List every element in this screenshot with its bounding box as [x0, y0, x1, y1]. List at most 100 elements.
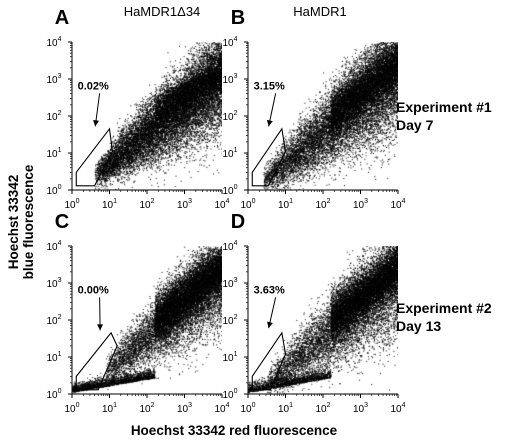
x-tick-exponent: 2 [327, 198, 331, 205]
y-axis-label: Hoechst 33342 blue fluorescence [6, 164, 36, 279]
panel-letter-c: C [55, 211, 69, 233]
y-tick-exponent: 3 [234, 277, 238, 284]
x-tick-label: 103 [177, 198, 192, 211]
y-tick-label: 101 [222, 147, 237, 160]
x-tick-label: 102 [139, 402, 154, 415]
y-tick-exponent: 4 [234, 240, 238, 247]
x-tick-label: 104 [390, 402, 405, 415]
gate-polygon-b [251, 127, 287, 187]
x-tick-exponent: 4 [402, 402, 406, 409]
y-tick-exponent: 1 [58, 147, 62, 154]
x-axis-label: Hoechst 33342 red fluorescence [131, 423, 338, 438]
x-tick-label: 103 [353, 198, 368, 211]
x-tick-label: 100 [240, 402, 255, 415]
scatter-events-b [248, 42, 398, 190]
x-tick-exponent: 4 [402, 198, 406, 205]
x-tick-label: 101 [102, 402, 117, 415]
y-tick-label: 104 [46, 36, 61, 49]
panel-letter-b: B [231, 7, 245, 29]
x-tick-exponent: 3 [188, 402, 192, 409]
x-tick-exponent: 0 [252, 198, 256, 205]
y-tick-label: 103 [222, 73, 237, 86]
x-tick-exponent: 4 [226, 402, 230, 409]
y-tick-label: 103 [46, 73, 61, 86]
panel-letter-a: A [55, 7, 69, 29]
y-tick-label: 102 [222, 110, 237, 123]
y-tick-label: 104 [46, 240, 61, 253]
y-tick-exponent: 4 [234, 36, 238, 43]
y-tick-label: 102 [46, 314, 61, 327]
y-tick-label: 103 [46, 277, 61, 290]
gate-percentage-a: 0.02% [78, 80, 109, 92]
column-title-right: HaMDR1 [293, 4, 346, 19]
y-tick-exponent: 2 [234, 314, 238, 321]
gate-percentage-d: 3.63% [254, 284, 285, 296]
x-tick-exponent: 4 [226, 198, 230, 205]
y-tick-exponent: 4 [58, 36, 62, 43]
x-tick-exponent: 2 [327, 402, 331, 409]
y-tick-exponent: 2 [58, 314, 62, 321]
x-tick-label: 102 [315, 402, 330, 415]
y-tick-exponent: 1 [234, 351, 238, 358]
x-tick-exponent: 0 [76, 198, 80, 205]
x-tick-exponent: 0 [76, 402, 80, 409]
x-tick-label: 104 [390, 198, 405, 211]
y-tick-label: 100 [222, 388, 237, 401]
column-title-left: HaMDR1Δ34 [124, 4, 201, 19]
gate-polygon-c [75, 331, 118, 391]
x-tick-exponent: 0 [252, 402, 256, 409]
x-tick-label: 100 [64, 402, 79, 415]
y-tick-exponent: 0 [234, 184, 238, 191]
x-tick-label: 100 [240, 198, 255, 211]
experiment-1-title: Experiment #1 [396, 99, 492, 115]
experiment-2-title: Experiment #2 [396, 300, 492, 316]
y-tick-label: 101 [46, 147, 61, 160]
y-tick-exponent: 3 [58, 277, 62, 284]
y-tick-exponent: 1 [234, 147, 238, 154]
x-tick-label: 103 [353, 402, 368, 415]
y-tick-exponent: 0 [234, 388, 238, 395]
y-tick-label: 100 [46, 388, 61, 401]
gate-polygon-d [251, 331, 287, 391]
x-tick-exponent: 3 [188, 198, 192, 205]
y-tick-label: 102 [222, 314, 237, 327]
gate-percentage-b: 3.15% [254, 80, 285, 92]
y-axis-label-line2: blue fluorescence [21, 164, 36, 279]
x-tick-exponent: 3 [364, 402, 368, 409]
y-tick-label: 100 [46, 184, 61, 197]
x-tick-label: 102 [139, 198, 154, 211]
x-tick-exponent: 1 [113, 402, 117, 409]
y-axis-label-line1: Hoechst 33342 [6, 175, 21, 270]
y-tick-exponent: 4 [58, 240, 62, 247]
y-tick-exponent: 2 [58, 110, 62, 117]
x-tick-label: 103 [177, 402, 192, 415]
gate-polygon-a [75, 127, 114, 187]
x-tick-exponent: 2 [151, 198, 155, 205]
y-tick-exponent: 3 [234, 73, 238, 80]
y-tick-exponent: 3 [58, 73, 62, 80]
scatter-events-a [72, 42, 222, 190]
y-tick-label: 104 [222, 240, 237, 253]
x-tick-exponent: 1 [289, 402, 293, 409]
x-tick-exponent: 1 [289, 198, 293, 205]
y-tick-exponent: 0 [58, 184, 62, 191]
y-tick-label: 101 [222, 351, 237, 364]
scatter-events-d [248, 246, 398, 394]
experiment-2-day: Day 13 [396, 318, 441, 334]
scatter-events-c [72, 246, 222, 394]
y-tick-label: 103 [222, 277, 237, 290]
x-tick-label: 101 [102, 198, 117, 211]
y-tick-label: 101 [46, 351, 61, 364]
x-tick-label: 100 [64, 198, 79, 211]
y-tick-exponent: 1 [58, 351, 62, 358]
x-tick-label: 101 [278, 198, 293, 211]
x-tick-label: 104 [214, 198, 229, 211]
y-tick-exponent: 2 [234, 110, 238, 117]
x-tick-exponent: 1 [113, 198, 117, 205]
gate-percentage-c: 0.00% [78, 284, 109, 296]
gate-arrowhead-d [267, 321, 273, 329]
